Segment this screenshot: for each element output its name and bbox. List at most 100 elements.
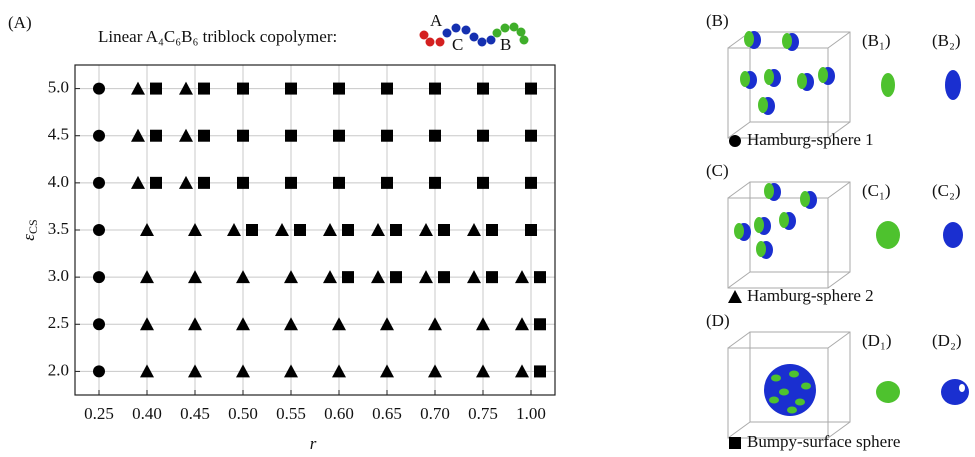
point — [179, 128, 193, 142]
blob-green — [779, 212, 789, 228]
point — [467, 270, 481, 284]
blob-green — [797, 73, 807, 89]
legend-label: Hamburg-sphere 1 — [747, 130, 874, 149]
point — [429, 82, 441, 95]
cube — [727, 331, 851, 439]
legend-marker — [729, 135, 741, 147]
point — [275, 223, 289, 236]
panel-label: (C) — [706, 161, 729, 180]
x-tick-label: 0.65 — [372, 404, 402, 423]
cube-edge — [827, 271, 851, 289]
point — [150, 176, 162, 189]
sub-green — [876, 381, 900, 403]
point — [381, 129, 393, 142]
cube-edge — [827, 121, 851, 139]
sub-blue — [945, 70, 961, 100]
point — [294, 224, 306, 236]
x-tick-label: 0.40 — [132, 404, 162, 423]
point — [236, 364, 250, 378]
point — [476, 317, 490, 331]
point — [438, 271, 450, 284]
point — [332, 364, 346, 378]
point — [237, 176, 249, 189]
cube-edge — [727, 47, 829, 139]
point — [390, 224, 402, 236]
cube-edge — [727, 271, 751, 289]
y-tick-label: 2.5 — [48, 313, 69, 332]
patch-green — [789, 370, 799, 378]
point — [534, 318, 546, 331]
point — [525, 129, 537, 142]
blob-green — [734, 223, 744, 239]
point — [380, 317, 394, 331]
point — [236, 270, 250, 284]
cube-edge — [727, 181, 751, 199]
point — [284, 364, 298, 378]
point — [419, 223, 433, 236]
point — [188, 317, 202, 331]
point — [515, 317, 529, 331]
point — [476, 364, 490, 378]
y-tick-label: 2.0 — [48, 360, 69, 379]
point — [93, 129, 105, 142]
x-tick-label: 0.50 — [228, 404, 258, 423]
side-panels: (B) (B₁) (B₂) (C) (C₁) (C₂) (D) (D₁) (D₂) Hamburg… — [706, 11, 969, 451]
point — [93, 318, 105, 331]
plot-area: 0.25 0.40 0.45 0.50 0.55 0.60 0.65 0.70 0.75 1.00… — [48, 64, 556, 423]
point — [188, 364, 202, 378]
point — [381, 176, 393, 189]
point — [237, 82, 249, 95]
point — [179, 81, 193, 95]
cube-edge — [727, 121, 751, 139]
point — [188, 270, 202, 284]
point — [333, 82, 345, 95]
point — [236, 317, 250, 331]
patch-green — [769, 396, 779, 404]
point — [179, 175, 193, 189]
sub-label: (C₁) — [862, 181, 891, 200]
chain-label: C — [452, 35, 463, 54]
point — [198, 82, 210, 95]
point — [429, 176, 441, 189]
x-tick-label: 0.25 — [84, 404, 114, 423]
blob-green — [764, 69, 774, 85]
legend-marker — [729, 437, 741, 449]
point — [342, 271, 354, 284]
sub-label: (C₂) — [932, 181, 961, 200]
y-tick-label: 4.0 — [48, 172, 69, 191]
point — [140, 364, 154, 378]
point — [371, 270, 385, 284]
point — [381, 82, 393, 95]
cube-edge — [827, 331, 851, 349]
point — [93, 271, 105, 284]
y-axis-label: εCS — [19, 219, 40, 240]
panel-label: (D) — [706, 311, 730, 330]
point — [380, 364, 394, 378]
cube-edge — [827, 181, 851, 199]
sub-blue — [941, 379, 969, 405]
point — [198, 176, 210, 189]
point — [534, 365, 546, 378]
sub-label: (B₂) — [932, 31, 961, 50]
legend-marker — [728, 290, 742, 303]
point — [515, 270, 529, 284]
chain-icon — [419, 22, 529, 47]
blob-green — [758, 97, 768, 113]
panel-label: (A) — [8, 13, 32, 32]
y-tick-label: 3.0 — [48, 266, 69, 285]
legend-label: Hamburg-sphere 2 — [747, 286, 874, 305]
sub-label: (D₁) — [862, 331, 892, 350]
sub-green — [881, 73, 895, 97]
sub-label: (D₂) — [932, 331, 962, 350]
x-tick-label: 0.55 — [276, 404, 306, 423]
point — [371, 223, 385, 236]
point — [227, 223, 241, 236]
point — [323, 270, 337, 284]
sub-hole — [959, 384, 965, 392]
point — [515, 364, 529, 378]
point — [93, 365, 105, 378]
blob-green — [800, 191, 810, 207]
y-tick-label: 3.5 — [48, 219, 69, 238]
point — [428, 317, 442, 331]
x-tick-label: 0.75 — [468, 404, 498, 423]
